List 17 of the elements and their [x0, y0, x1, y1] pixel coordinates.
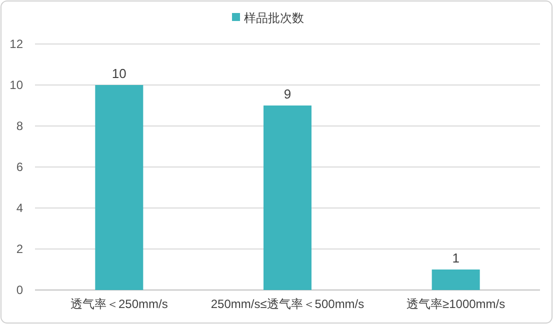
data-label: 1 [452, 250, 460, 266]
x-tick-label: 透气率≥1000mm/s [406, 297, 506, 311]
bar [95, 85, 144, 290]
y-tick-label: 10 [10, 78, 24, 92]
y-tick-label: 2 [16, 242, 24, 256]
y-tick-label: 4 [16, 201, 24, 215]
y-tick-label: 6 [16, 160, 24, 174]
bar [432, 270, 480, 290]
data-label: 10 [112, 66, 126, 81]
y-tick-label: 12 [10, 37, 24, 51]
x-tick-label: 250mm/s≤透气率＜500mm/s [210, 297, 364, 311]
bar [264, 106, 312, 290]
data-label: 9 [284, 86, 292, 102]
x-tick-label: 透气率＜250mm/s [70, 297, 168, 311]
y-tick-label: 0 [16, 283, 24, 297]
legend-label: 样品批次数 [244, 11, 304, 25]
y-tick-label: 8 [16, 119, 24, 133]
